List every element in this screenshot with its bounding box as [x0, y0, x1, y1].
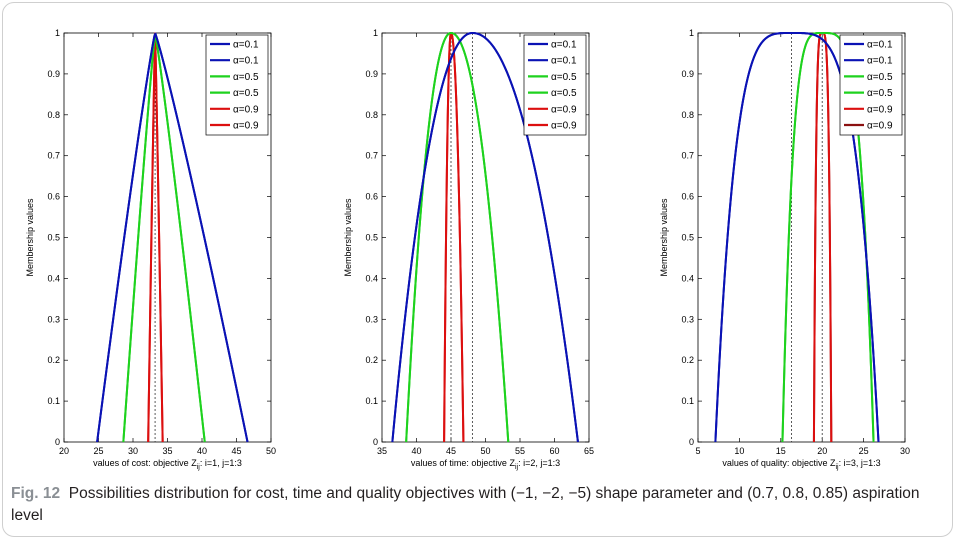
chart-panel-1: 20 25 30 35 40 45 50 0 0.1 0.2 0.3 0.4 0.5 0.6 0.7 0.8 0… — [25, 28, 276, 471]
y-tick-label: 0.8 — [365, 110, 378, 120]
x-tick-label: 55 — [515, 446, 525, 456]
y-tick-label: 0.9 — [681, 69, 694, 79]
y-tick-label: 0.7 — [365, 151, 378, 161]
y-axis-label: Membership values — [343, 198, 353, 277]
y-tick-label: 0.4 — [365, 273, 378, 283]
legend-label: α=0.5 — [867, 88, 893, 99]
series-line — [391, 32, 579, 443]
y-tick-label: 1 — [373, 28, 378, 38]
y-axis-label: Membership values — [659, 198, 669, 277]
y-tick-label: 0.7 — [681, 151, 694, 161]
x-tick-label: 10 — [734, 446, 744, 456]
legend-label: α=0.9 — [551, 104, 577, 115]
y-tick-label: 0 — [55, 437, 60, 447]
legend-label: α=0.9 — [867, 104, 893, 115]
y-tick-label: 0.6 — [681, 192, 694, 202]
y-tick-label: 0.6 — [365, 192, 378, 202]
y-tick-label: 0.5 — [47, 233, 60, 243]
x-tick-label: 40 — [197, 446, 207, 456]
x-tick-label: 65 — [584, 446, 594, 456]
x-tick-label: 20 — [817, 446, 827, 456]
legend-label: α=0.5 — [233, 88, 259, 99]
legend-label: α=0.9 — [867, 121, 893, 132]
x-tick-label: 25 — [93, 446, 103, 456]
legend-label: α=0.1 — [867, 40, 893, 51]
y-tick-label: 1 — [55, 28, 60, 38]
x-axis-label: values of quality: objective Zij: i=3, j… — [722, 458, 880, 471]
legend-label: α=0.5 — [551, 72, 577, 83]
y-tick-label: 0.3 — [47, 314, 60, 324]
legend-box — [839, 34, 903, 136]
x-axis-label: values of cost: objective Zij: i=1, j=1:… — [93, 458, 242, 471]
y-tick-label: 0.5 — [365, 233, 378, 243]
legend-label: α=0.5 — [233, 72, 259, 83]
x-tick-label: 30 — [900, 446, 910, 456]
y-tick-label: 0.7 — [47, 151, 60, 161]
caption-text: Possibilities distribution for cost, tim… — [11, 485, 920, 524]
x-tick-label: 45 — [231, 446, 241, 456]
legend-label: α=0.1 — [551, 40, 577, 51]
x-tick-label: 35 — [162, 446, 172, 456]
y-axis-label: Membership values — [25, 198, 35, 277]
y-tick-label: 0.8 — [681, 110, 694, 120]
x-tick-label: 5 — [695, 446, 700, 456]
legend-label: α=0.1 — [233, 56, 259, 67]
series-line — [96, 32, 249, 443]
y-tick-label: 0.2 — [681, 355, 694, 365]
y-tick-label: 0.1 — [47, 396, 60, 406]
figure-caption: Fig. 12 Possibilities distribution for c… — [11, 483, 946, 527]
y-tick-label: 0.9 — [365, 69, 378, 79]
y-tick-label: 0.4 — [47, 273, 60, 283]
x-tick-label: 25 — [859, 446, 869, 456]
x-tick-label: 35 — [377, 446, 387, 456]
legend-label: α=0.9 — [233, 104, 259, 115]
legend-label: α=0.9 — [233, 121, 259, 132]
y-tick-label: 0.2 — [47, 355, 60, 365]
y-tick-label: 0.3 — [365, 314, 378, 324]
y-tick-label: 0.4 — [681, 273, 694, 283]
x-axis-label: values of time: objective Zij: i=2, j=1:… — [411, 458, 560, 471]
legend-label: α=0.5 — [551, 88, 577, 99]
x-tick-label: 50 — [266, 446, 276, 456]
x-tick-label: 50 — [480, 446, 490, 456]
series-line — [122, 33, 206, 443]
chart-panel-3: 5 10 15 20 25 30 0 0.1 0.2 0.3 0.4 0.5 0.6 0.7 0.8 0.9 1… — [659, 28, 910, 471]
legend-label: α=0.1 — [867, 56, 893, 67]
x-tick-label: 15 — [776, 446, 786, 456]
legend-box — [523, 34, 587, 136]
legend-label: α=0.1 — [551, 56, 577, 67]
y-tick-label: 0.8 — [47, 110, 60, 120]
y-tick-label: 0.1 — [681, 396, 694, 406]
legend-box — [205, 34, 269, 136]
legend-label: α=0.1 — [233, 40, 259, 51]
y-tick-label: 0 — [373, 437, 378, 447]
x-tick-label: 45 — [446, 446, 456, 456]
x-tick-label: 30 — [128, 446, 138, 456]
y-tick-label: 0.5 — [681, 233, 694, 243]
y-tick-label: 0.6 — [47, 192, 60, 202]
y-tick-label: 0.2 — [365, 355, 378, 365]
x-tick-label: 40 — [411, 446, 421, 456]
caption-label: Fig. 12 — [11, 485, 61, 502]
y-tick-label: 1 — [689, 28, 694, 38]
legend-label: α=0.9 — [551, 121, 577, 132]
y-tick-label: 0.3 — [681, 314, 694, 324]
y-tick-label: 0 — [689, 437, 694, 447]
x-tick-label: 60 — [549, 446, 559, 456]
legend-label: α=0.5 — [867, 72, 893, 83]
series-line — [147, 32, 164, 443]
chart-panel-2: 35 40 45 50 55 60 65 0 0.1 0.2 0.3 0.4 0.5 0.6 0.7 0.8 0… — [343, 28, 594, 471]
y-tick-label: 0.1 — [365, 396, 378, 406]
y-tick-label: 0.9 — [47, 69, 60, 79]
x-tick-label: 20 — [59, 446, 69, 456]
